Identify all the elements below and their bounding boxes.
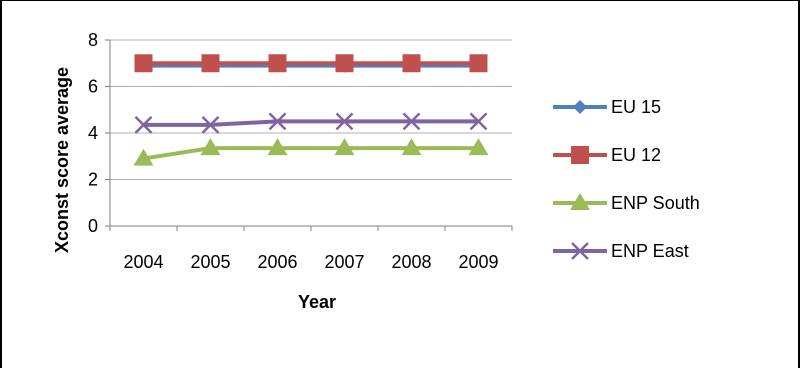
- data-point: [268, 112, 287, 131]
- gridlines: [110, 39, 512, 180]
- x-tick-label: 2006: [257, 252, 297, 272]
- series-enp-east: [134, 112, 488, 134]
- data-point: [402, 112, 421, 131]
- data-point: [268, 54, 287, 73]
- data-point: [134, 115, 153, 134]
- series-eu-12: [134, 54, 488, 73]
- x-tick-label: 2009: [458, 252, 498, 272]
- y-axis-title: Xconst score average: [52, 67, 72, 253]
- series-eu-15: [136, 58, 486, 73]
- data-point: [201, 54, 220, 73]
- y-axis-ticks: 0 2 4 6 8: [88, 30, 110, 236]
- data-point: [469, 112, 488, 131]
- legend-marker: [571, 242, 589, 260]
- legend-label: ENP East: [611, 241, 689, 261]
- data-point: [134, 54, 153, 73]
- data-point: [402, 54, 421, 73]
- legend: EU 15 EU 12 ENP South ENP East: [553, 97, 700, 261]
- legend-label: ENP South: [611, 193, 700, 213]
- y-tick-label: 4: [88, 123, 98, 143]
- y-tick-label: 0: [88, 216, 98, 236]
- data-point: [200, 138, 221, 156]
- data-point: [334, 138, 355, 156]
- legend-label: EU 15: [611, 97, 661, 117]
- legend-item: ENP East: [553, 241, 689, 261]
- data-point: [133, 148, 154, 166]
- x-tick-label: 2008: [391, 252, 431, 272]
- x-tick-label: 2005: [190, 252, 230, 272]
- legend-marker: [573, 100, 587, 114]
- legend-item: EU 15: [553, 97, 661, 117]
- series-layer: [133, 54, 489, 166]
- legend-marker: [571, 146, 589, 164]
- data-point: [468, 138, 489, 156]
- legend-marker: [570, 193, 590, 210]
- data-point: [335, 54, 354, 73]
- x-tick-label: 2004: [123, 252, 163, 272]
- data-point: [469, 54, 488, 73]
- x-axis-ticks: 2004 2005 2006 2007 2008 2009: [109, 226, 513, 272]
- legend-item: ENP South: [553, 193, 700, 213]
- series-line: [143, 119, 479, 127]
- data-point: [201, 115, 220, 134]
- x-tick-label: 2007: [324, 252, 364, 272]
- y-tick-label: 2: [88, 170, 98, 190]
- data-point: [267, 138, 288, 156]
- legend-label: EU 12: [611, 145, 661, 165]
- y-tick-label: 6: [88, 77, 98, 97]
- legend-item: EU 12: [553, 145, 661, 165]
- x-axis-title: Year: [298, 292, 336, 312]
- data-point: [401, 138, 422, 156]
- series-enp-south: [133, 138, 489, 166]
- series-line: [143, 146, 479, 161]
- data-point: [335, 112, 354, 131]
- y-tick-label: 8: [88, 30, 98, 50]
